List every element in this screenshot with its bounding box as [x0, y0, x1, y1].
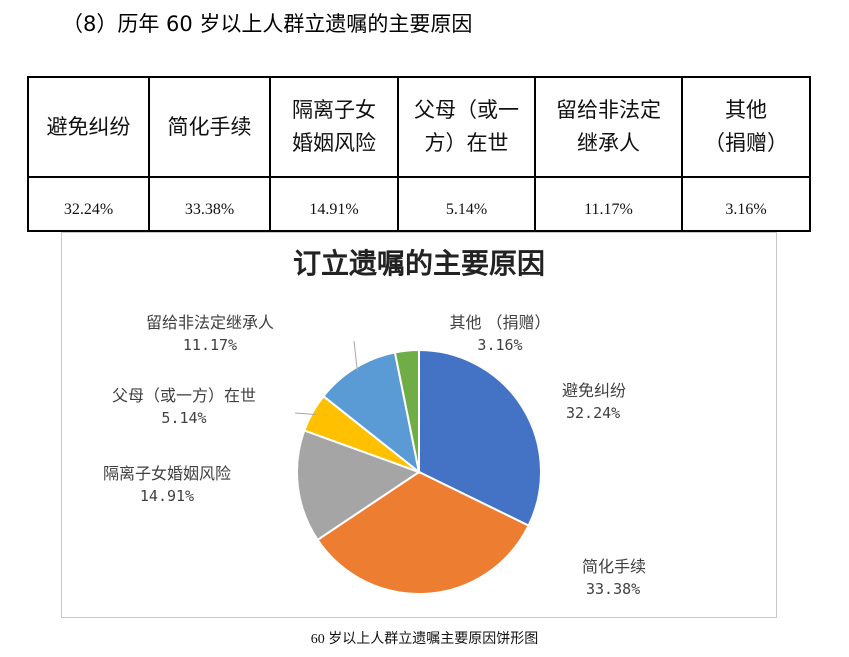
header-line: 留给非法定 [556, 98, 661, 123]
slice-value-label: 33.38% [586, 580, 640, 598]
header-line: 父母（或一 [414, 98, 519, 123]
table-cell: 3.16% [681, 176, 811, 232]
header-line: 方）在世 [424, 131, 509, 155]
slice-value-label: 14.91% [140, 487, 194, 505]
table-cell: 5.14% [397, 176, 536, 232]
leader-line [294, 412, 316, 416]
leader-line [353, 340, 358, 372]
pie-chart-panel: 订立遗嘱的主要原因 避免纠纷 32.24% 简化手续 33.38% 隔离子女婚姻风险 14… [61, 232, 777, 618]
header-line: 避免纠纷 [46, 114, 131, 139]
table-cell: 33.38% [148, 176, 271, 232]
reasons-table: 避免纠纷 简化手续 隔离子女婚姻风险 父母（或一方）在世 留给非法定继承人 其他… [27, 76, 811, 232]
header-line: （捐赠） [704, 131, 788, 155]
table-header-cell: 避免纠纷 [27, 76, 150, 178]
pie-slice [321, 351, 421, 475]
figure-caption: 60 岁以上人群立遗嘱主要原因饼形图 [310, 632, 539, 647]
table-header-cell: 简化手续 [148, 76, 271, 178]
table-cell: 14.91% [269, 176, 399, 232]
slice-label: 简化手续 [582, 557, 646, 576]
pie-chart: 订立遗嘱的主要原因 避免纠纷 32.24% 简化手续 33.38% 隔离子女婚姻风险 14… [103, 247, 646, 598]
header-line: 继承人 [577, 131, 640, 155]
table-header-cell: 父母（或一方）在世 [397, 76, 536, 178]
slice-label: 避免纠纷 [562, 381, 626, 400]
pie-slice [296, 429, 422, 542]
section-heading: （8）历年 60 岁以上人群立遗嘱的主要原因 [62, 12, 473, 36]
pie-slice [316, 470, 530, 595]
header-line: 婚姻风险 [292, 131, 376, 155]
table-header-cell: 隔离子女 婚姻风险 [269, 76, 399, 178]
table-header-cell: 留给非法定 继承人 [534, 76, 683, 178]
slice-value-label: 5.14% [161, 409, 206, 427]
slice-label: 其他 （捐赠） [449, 313, 550, 332]
pie-slice [393, 348, 420, 473]
header-line: 其他 [725, 98, 767, 123]
slice-value-label: 11.17% [183, 336, 237, 354]
header-line: 简化手续 [167, 114, 252, 139]
slice-label: 父母（或一方）在世 [112, 386, 256, 405]
chart-title: 订立遗嘱的主要原因 [293, 247, 545, 280]
slice-label: 隔离子女婚姻风险 [103, 464, 231, 483]
table-header-cell: 其他 （捐赠） [681, 76, 811, 178]
pie-slice [418, 348, 542, 527]
table-cell: 32.24% [27, 176, 150, 232]
table-row: 32.24% 33.38% 14.91% 5.14% 11.17% 3.16% [27, 176, 811, 232]
slice-value-label: 3.16% [477, 336, 522, 354]
header-line: 隔离子女 [292, 98, 376, 123]
slice-label: 留给非法定继承人 [146, 313, 274, 332]
table-header-row: 避免纠纷 简化手续 隔离子女婚姻风险 父母（或一方）在世 留给非法定继承人 其他… [27, 76, 811, 178]
slice-value-label: 32.24% [566, 404, 620, 422]
table-cell: 11.17% [534, 176, 683, 232]
